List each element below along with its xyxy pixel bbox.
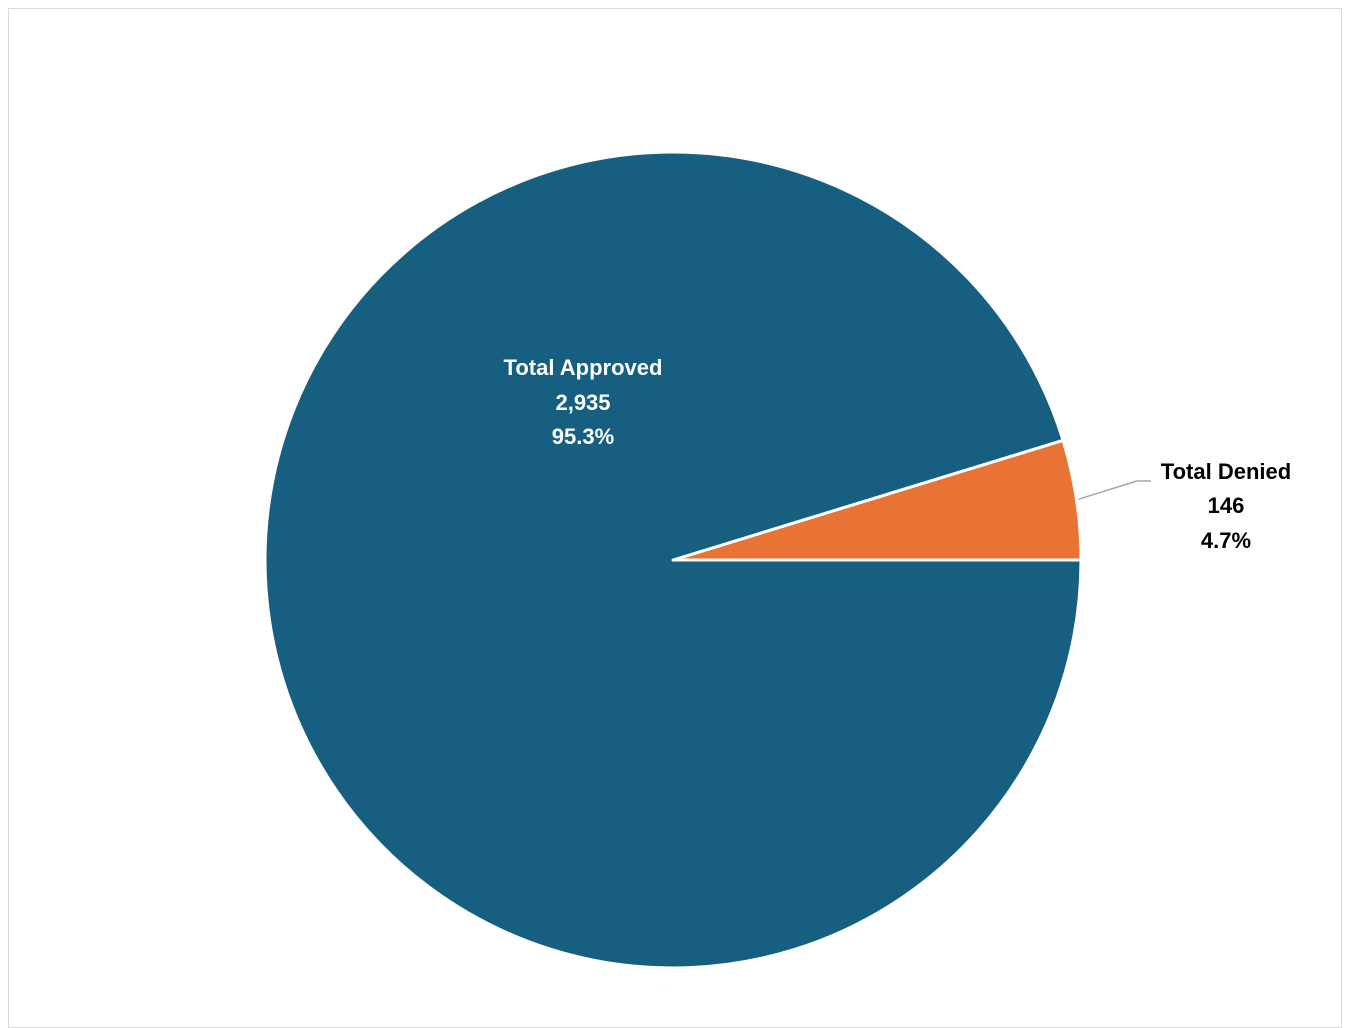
- label-total-approved-value: 2,935: [555, 390, 610, 415]
- pie-slice-total-approved: [263, 150, 1083, 970]
- pie-slices: [263, 150, 1083, 970]
- label-total-approved-percent: 95.3%: [552, 424, 614, 449]
- label-total-denied-value: 146: [1208, 493, 1245, 518]
- label-total-denied-percent: 4.7%: [1201, 528, 1251, 553]
- label-total-denied-name: Total Denied: [1161, 459, 1291, 484]
- leader-line-total-denied: [1078, 480, 1138, 500]
- label-total-approved-name: Total Approved: [504, 355, 663, 380]
